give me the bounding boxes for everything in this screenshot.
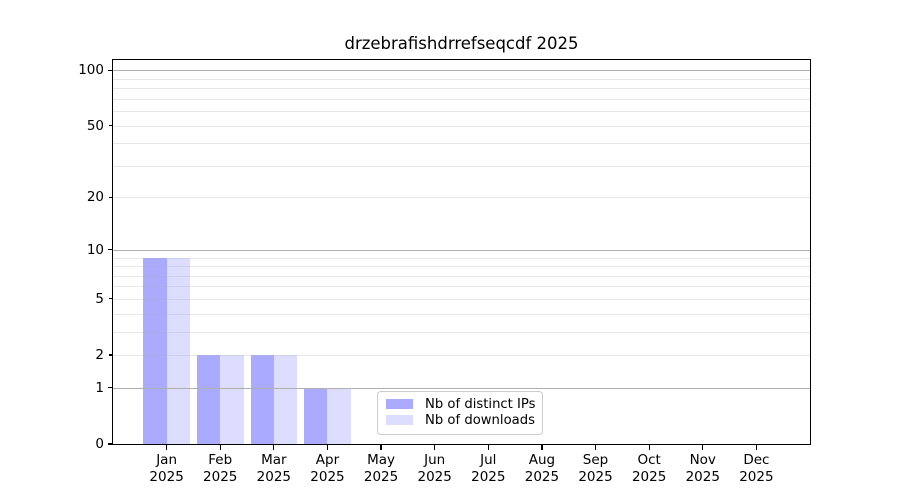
y-tick-label-1: 1	[95, 379, 104, 396]
x-tick-aug	[541, 444, 543, 450]
x-tick-year-apr: 2025	[310, 469, 345, 485]
y-tick-label-0: 0	[95, 436, 104, 452]
y-tick-5	[109, 298, 113, 300]
x-tick-year-sep: 2025	[578, 469, 613, 485]
y-tick-label-5: 5	[95, 290, 104, 307]
x-tick-jun	[434, 444, 436, 450]
bar-distinct-ips-mar	[250, 355, 274, 444]
y-tick-label-50: 50	[86, 117, 104, 134]
x-tick-sep	[594, 444, 597, 450]
x-tick-year-feb: 2025	[203, 469, 238, 485]
bar-downloads-feb	[220, 355, 244, 444]
y-gridline-major-1	[113, 387, 810, 389]
x-tick-label-may: May 2025	[349, 452, 413, 486]
y-gridline-minor-4	[113, 313, 810, 315]
y-gridline-minor-9	[113, 257, 810, 259]
x-tick-label-jan: Jan 2025	[135, 452, 199, 486]
x-tick-label-jul: Jul 2025	[456, 452, 520, 486]
y-tick-label-2: 2	[95, 347, 104, 364]
x-tick-feb	[219, 444, 221, 450]
x-tick-year-aug: 2025	[524, 469, 560, 485]
y-tick-label-10: 10	[86, 241, 104, 258]
y-gridline-minor-70	[113, 98, 810, 100]
y-tick-1	[107, 387, 113, 389]
y-gridline-minor-7	[113, 275, 810, 277]
x-tick-year-jul: 2025	[471, 469, 506, 485]
y-gridline-minor-60	[113, 111, 810, 113]
x-tick-label-dec: Dec 2025	[724, 452, 788, 486]
plot-area	[113, 60, 810, 444]
bar-downloads-jan	[166, 257, 190, 444]
y-gridline-minor-80	[113, 88, 810, 90]
x-tick-jan	[166, 444, 168, 450]
x-tick-label-jun: Jun 2025	[403, 452, 467, 486]
legend-item-downloads: Nb of downloads	[378, 412, 535, 428]
y-gridline-minor-20	[113, 197, 810, 199]
x-tick-oct	[648, 444, 650, 450]
x-tick-apr	[326, 444, 329, 450]
bar-distinct-ips-feb	[196, 355, 221, 444]
y-gridline-minor-8	[113, 266, 810, 268]
x-tick-jul	[487, 444, 489, 450]
x-tick-year-oct: 2025	[631, 469, 667, 485]
x-tick-label-feb: Feb 2025	[188, 452, 252, 486]
x-tick-label-nov: Nov 2025	[671, 452, 735, 486]
y-tick-10	[107, 249, 113, 251]
x-tick-label-oct: Oct 2025	[617, 452, 681, 486]
x-tick-label-apr: Apr 2025	[295, 452, 359, 486]
y-tick-label-100: 100	[78, 62, 104, 79]
bar-downloads-apr	[327, 387, 351, 444]
chart-title: drzebrafishdrrefseqcdf 2025	[344, 34, 579, 53]
x-tick-may	[380, 444, 382, 450]
x-tick-nov	[702, 444, 704, 450]
x-tick-label-aug: Aug 2025	[510, 452, 574, 486]
y-gridline-minor-5	[113, 298, 810, 300]
x-tick-year-dec: 2025	[739, 469, 774, 485]
x-tick-label-sep: Sep 2025	[564, 452, 628, 486]
y-tick-0	[107, 443, 113, 445]
x-tick-year-nov: 2025	[685, 469, 720, 485]
x-tick-dec	[755, 444, 757, 450]
x-tick-year-jan: 2025	[149, 469, 184, 485]
bar-downloads-mar	[273, 355, 298, 444]
y-tick-100	[107, 69, 113, 71]
y-tick-2	[109, 354, 113, 356]
y-gridline-minor-40	[113, 143, 810, 145]
y-gridline-minor-6	[113, 286, 810, 288]
legend-item-distinct-ips: Nb of distinct IPs	[378, 396, 536, 412]
y-tick-label-20: 20	[86, 189, 104, 206]
y-gridline-minor-30	[113, 165, 810, 167]
y-tick-20	[109, 196, 113, 198]
legend-swatch-distinct-ips	[386, 399, 413, 409]
y-gridline-minor-50	[113, 125, 810, 127]
y-gridline-minor-3	[113, 331, 810, 333]
y-gridline-major-10	[113, 249, 810, 251]
legend-label-downloads: Nb of downloads	[425, 412, 535, 428]
x-tick-year-mar: 2025	[256, 469, 292, 485]
legend: Nb of distinct IPs Nb of downloads	[377, 391, 543, 435]
x-tick-year-jun: 2025	[417, 469, 452, 485]
bar-distinct-ips-apr	[304, 387, 328, 444]
legend-label-distinct-ips: Nb of distinct IPs	[425, 396, 536, 412]
x-tick-label-mar: Mar 2025	[242, 452, 306, 486]
y-gridline-major-100	[113, 70, 810, 72]
x-tick-mar	[273, 444, 275, 450]
legend-swatch-downloads	[386, 415, 413, 425]
bar-distinct-ips-jan	[143, 257, 167, 444]
y-gridline-minor-2	[113, 355, 810, 357]
x-tick-year-may: 2025	[363, 469, 399, 485]
y-gridline-minor-90	[113, 78, 810, 80]
y-tick-50	[109, 124, 113, 127]
